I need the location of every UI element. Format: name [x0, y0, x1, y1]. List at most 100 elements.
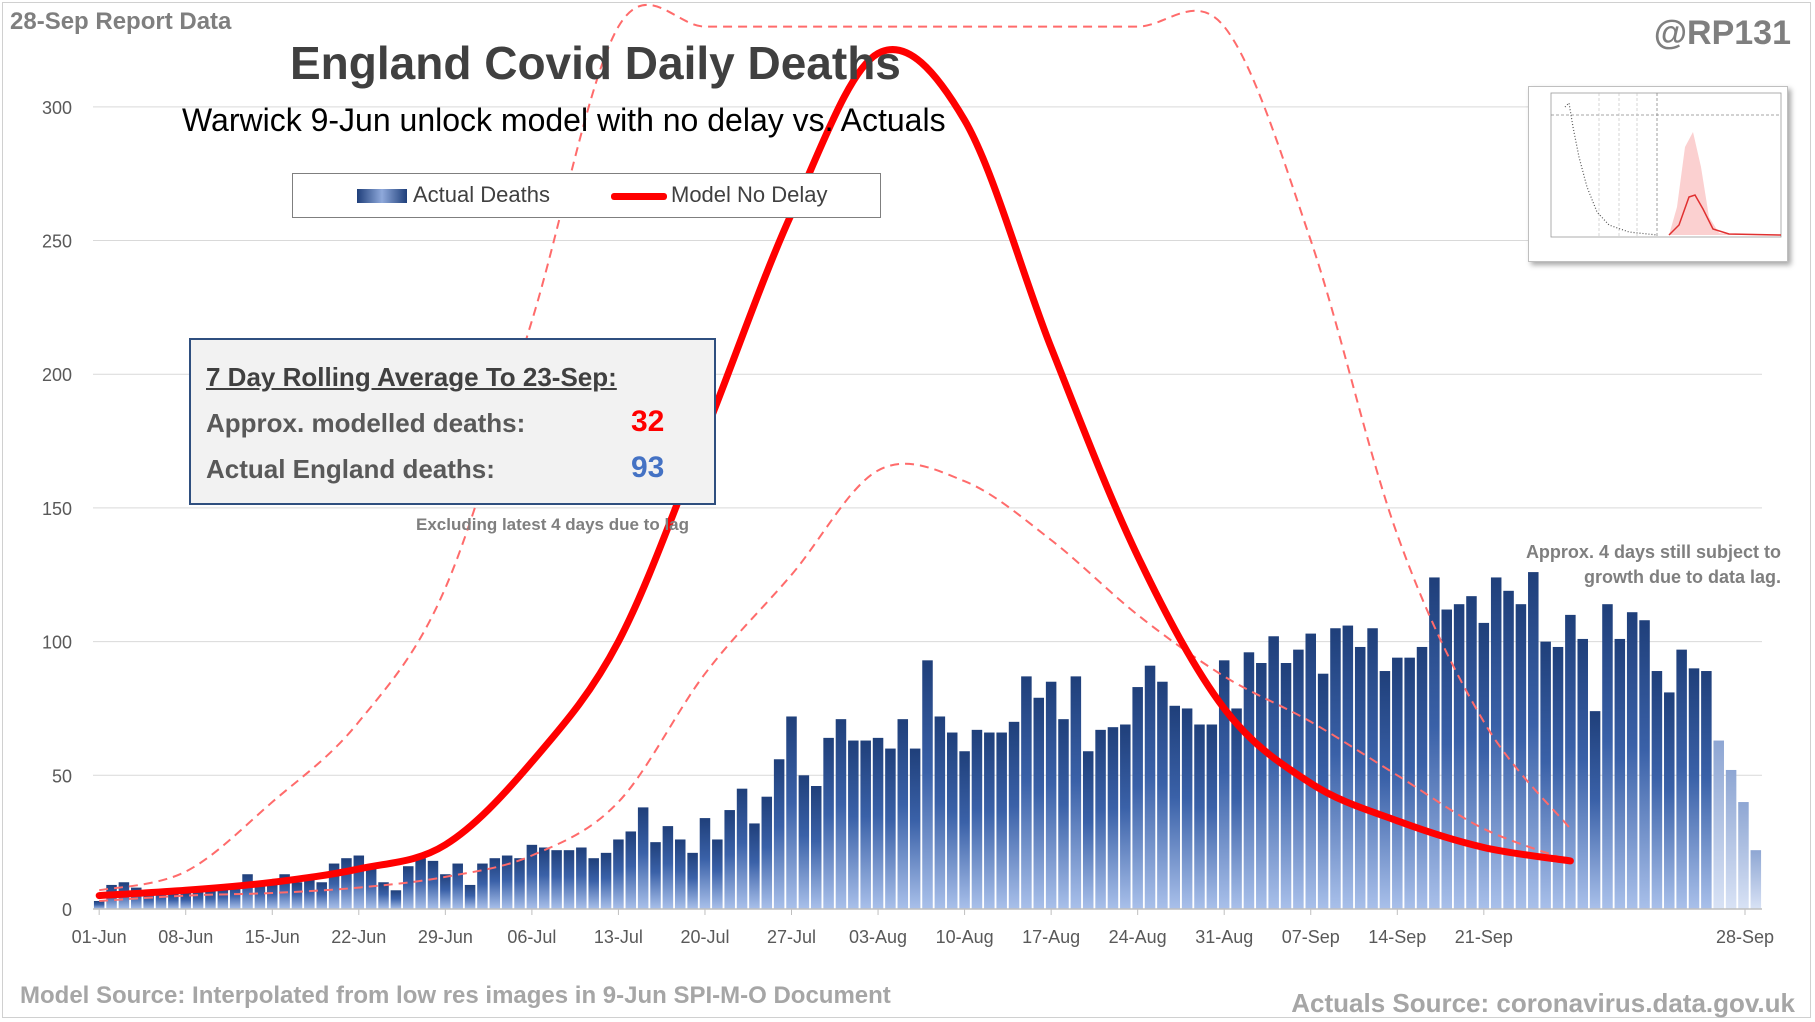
bar-day-86: [1157, 681, 1168, 909]
bar-day-37: [551, 850, 562, 909]
legend: Actual Deaths Model No Delay: [292, 173, 881, 218]
bar-day-117: [1540, 641, 1551, 909]
bar-day-120: [1577, 638, 1588, 909]
x-tick-label-03-Aug: 03-Aug: [849, 927, 907, 947]
bar-day-42: [613, 839, 624, 909]
bar-day-36: [538, 847, 550, 909]
x-tick-label-31-Aug: 31-Aug: [1195, 927, 1253, 947]
bar-day-111: [1466, 596, 1477, 909]
bar-day-47: [674, 839, 686, 909]
bar-day-50: [712, 839, 723, 909]
model-band-lower: [99, 462, 1571, 902]
x-tick-label-13-Jul: 13-Jul: [594, 927, 643, 947]
rolling-average-box: 7 Day Rolling Average To 23-Sep: Approx.…: [189, 338, 716, 505]
bar-day-30: [464, 884, 476, 909]
bar-day-128: [1676, 649, 1687, 909]
bar-day-67: [922, 660, 933, 909]
inset-model-thumbnail: [1528, 86, 1788, 262]
bar-day-23: [378, 882, 389, 909]
bar-day-46: [662, 826, 674, 909]
bar-day-17: [304, 879, 315, 909]
bar-day-35: [526, 844, 538, 909]
report-date-label: 28-Sep Report Data: [10, 8, 232, 35]
model-uncertainty-band: [98, 3, 1572, 902]
rolling-average-heading: 7 Day Rolling Average To 23-Sep:: [206, 362, 617, 392]
bar-day-66: [909, 748, 921, 909]
bar-day-10: [217, 887, 229, 909]
bar-day-5: [155, 890, 167, 909]
bar-day-76: [1033, 697, 1045, 909]
legend-line-swatch: [611, 193, 667, 200]
bar-day-33: [501, 855, 513, 909]
x-tick-label-01-Jun: 01-Jun: [72, 927, 127, 947]
bar-day-13: [254, 882, 266, 909]
bar-day-29: [452, 863, 463, 909]
bar-day-92: [1231, 708, 1242, 909]
lag-footnote: Excluding latest 4 days due to lag: [416, 515, 690, 534]
bar-day-70: [959, 751, 970, 909]
bar-day-31: [477, 863, 488, 909]
bar-day-103: [1367, 628, 1378, 909]
y-axis-ticks: 0 50 100 150 200 250 300: [42, 98, 72, 920]
model-source-note: Model Source: Interpolated from low res …: [20, 982, 891, 1009]
bar-day-85: [1144, 665, 1156, 909]
bar-day-102: [1354, 646, 1366, 909]
bar-day-94: [1256, 663, 1267, 909]
bar-day-43: [625, 831, 637, 909]
actual-deaths-value: 93: [631, 451, 665, 484]
bar-day-104: [1379, 671, 1391, 909]
modelled-deaths-label: Approx. modelled deaths:: [206, 408, 526, 438]
bar-day-80: [1082, 751, 1094, 909]
bar-day-16: [291, 882, 303, 909]
bar-day-95: [1268, 636, 1279, 909]
bar-day-57: [798, 775, 810, 909]
bar-day-113: [1490, 577, 1502, 909]
author-handle: @RP131: [1653, 14, 1791, 52]
bar-day-123: [1614, 638, 1626, 909]
bar-day-51: [724, 810, 735, 909]
x-tick-label-08-Jun: 08-Jun: [158, 927, 213, 947]
bar-day-83: [1120, 724, 1131, 909]
bar-day-122: [1602, 604, 1613, 909]
bar-day-84: [1132, 687, 1143, 909]
x-tick-label-27-Jul: 27-Jul: [767, 927, 816, 947]
actual-deaths-label: Actual England deaths:: [206, 454, 495, 484]
bar-day-107: [1416, 646, 1428, 909]
model-band-upper: [98, 3, 1572, 892]
bar-day-62: [860, 740, 871, 909]
bar-day-82: [1107, 727, 1119, 909]
bar-day-100: [1330, 628, 1341, 909]
bar-day-130: [1701, 671, 1712, 909]
bar-day-48: [687, 852, 698, 909]
bar-day-38: [563, 850, 575, 909]
x-axis: 01-Jun 08-Jun 15-Jun 22-Jun 29-Jun 06-Jul 13-J…: [72, 908, 1774, 947]
bar-day-9: [205, 890, 216, 909]
y-tick-label-200: 200: [42, 365, 72, 385]
bar-day-6: [168, 892, 179, 909]
x-tick-label-24-Aug: 24-Aug: [1109, 927, 1167, 947]
legend-actual-deaths-label: Actual Deaths: [413, 182, 550, 207]
bar-day-91: [1218, 660, 1230, 909]
bar-day-61: [848, 740, 859, 909]
x-tick-label-20-Jul: 20-Jul: [680, 927, 729, 947]
bar-day-34: [514, 858, 525, 909]
x-tick-label-15-Jun: 15-Jun: [245, 927, 300, 947]
bar-day-25: [403, 866, 414, 909]
bar-day-90: [1206, 724, 1218, 909]
model-no-delay-line: [95, 46, 1574, 900]
legend-bar-swatch: [357, 189, 407, 203]
bar-day-71: [971, 729, 983, 909]
bar-day-127: [1664, 692, 1675, 909]
x-tick-label-14-Sep: 14-Sep: [1368, 927, 1426, 947]
bar-day-59: [823, 737, 834, 909]
bar-day-32: [489, 858, 501, 909]
bar-day-27: [427, 860, 439, 909]
bar-day-22: [365, 866, 377, 909]
bar-day-98: [1305, 633, 1317, 909]
bar-day-54: [761, 796, 773, 909]
bar-day-108: [1429, 577, 1440, 909]
bar-day-8: [192, 890, 204, 909]
bar-day-110: [1453, 604, 1465, 909]
x-tick-label-10-Aug: 10-Aug: [936, 927, 994, 947]
